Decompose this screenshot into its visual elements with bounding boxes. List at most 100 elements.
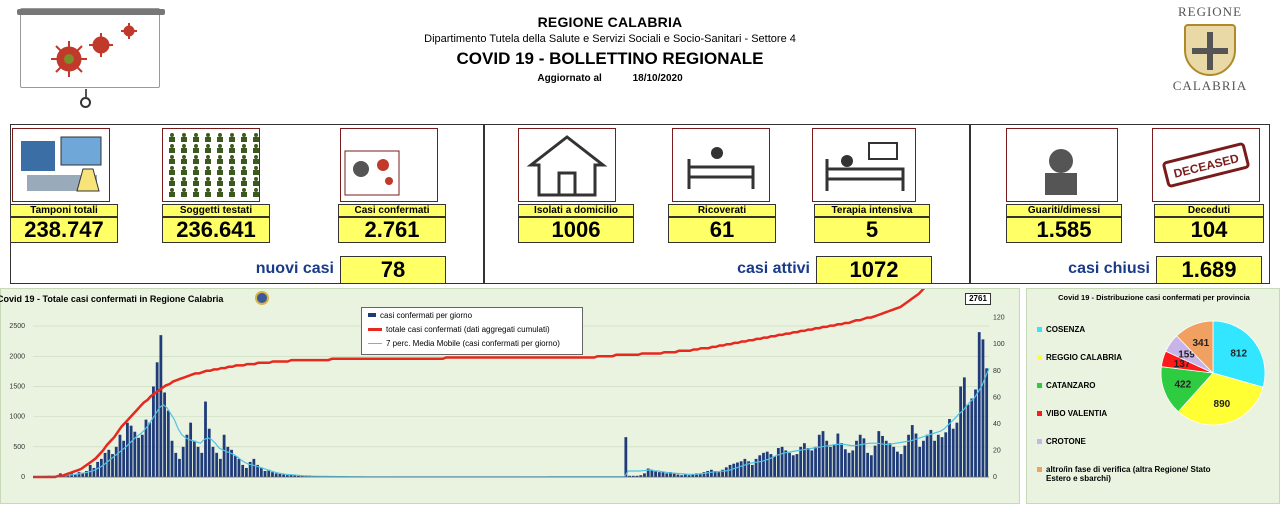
updated-row: Aggiornato al 18/10/2020 (380, 73, 840, 84)
person-icon (205, 177, 211, 186)
daily-bar (885, 441, 888, 477)
person-icon (181, 177, 187, 186)
casi-attivi-label: casi attivi (680, 260, 810, 278)
virus-icon (21, 9, 161, 89)
y-right-tick: 100 (993, 341, 1005, 348)
updated-label: Aggiornato al (537, 73, 601, 84)
daily-bar (918, 447, 921, 477)
daily-bar (167, 411, 170, 477)
daily-bar (119, 435, 122, 477)
pie-chart-panel: Covid 19 - Distribuzione casi confermati… (1026, 288, 1280, 504)
daily-bar (829, 447, 832, 477)
daily-bar (959, 386, 962, 477)
isolati-label: Isolati a domicilio (518, 204, 634, 217)
daily-bar (788, 453, 791, 477)
daily-bar (215, 453, 218, 477)
pie-legend-label: REGGIO CALABRIA (1046, 353, 1122, 362)
pie-legend-swatch (1037, 355, 1042, 360)
daily-bar (107, 450, 110, 477)
person-icon (217, 144, 223, 153)
daily-bar (799, 447, 802, 477)
daily-bar (941, 437, 944, 477)
person-icon (193, 188, 199, 197)
person-icon (169, 177, 175, 186)
legend-moving-avg-text: 7 perc. Media Mobile (casi confermati pe… (386, 339, 560, 348)
daily-bar (743, 459, 746, 477)
daily-bar (896, 452, 899, 477)
daily-bar (643, 473, 646, 477)
daily-bar (152, 386, 155, 477)
person-icon (253, 188, 259, 197)
y-left-tick: 500 (13, 444, 25, 451)
daily-bar (717, 472, 720, 477)
daily-bar (866, 453, 869, 477)
person-icon (241, 188, 247, 197)
recovered-icon (1006, 128, 1118, 202)
pie-legend-swatch (1037, 439, 1042, 444)
pie-legend-label: CROTONE (1046, 437, 1086, 446)
daily-bar (840, 443, 843, 477)
person-icon (205, 133, 211, 142)
person-icon (241, 144, 247, 153)
daily-bar (870, 455, 873, 477)
bulletin-title: COVID 19 - BOLLETTINO REGIONALE (380, 49, 840, 69)
daily-bar (877, 431, 880, 477)
confermati-label: Casi confermati (338, 204, 446, 217)
daily-bar (922, 441, 925, 477)
y-right-tick: 60 (993, 394, 1001, 401)
person-icon (217, 155, 223, 164)
daily-bar (130, 426, 133, 477)
legend-moving-avg: 7 perc. Media Mobile (casi confermati pe… (362, 336, 582, 350)
person-icon (241, 155, 247, 164)
person-icon (253, 144, 259, 153)
pie-legend-item: altro/in fase di verifica (altra Regione… (1037, 465, 1227, 483)
daily-bar (100, 459, 103, 477)
pie-legend-swatch (1037, 383, 1042, 388)
person-icon (193, 133, 199, 142)
legend-moving-avg-swatch (368, 343, 382, 344)
daily-bar (275, 473, 278, 477)
deceased-icon: DECEASED (1152, 128, 1260, 202)
pie-chart-title: Covid 19 - Distribuzione casi confermati… (1051, 293, 1257, 302)
soggetti-label: Soggetti testati (162, 204, 270, 217)
daily-bar (766, 452, 769, 477)
person-icon (169, 133, 175, 142)
person-icon (253, 133, 259, 142)
daily-bar (814, 447, 817, 477)
person-icon (181, 166, 187, 175)
daily-bar (193, 441, 196, 477)
daily-bar (279, 474, 282, 477)
person-icon (181, 144, 187, 153)
person-icon (241, 166, 247, 175)
ricoverati-value: 61 (668, 217, 776, 243)
daily-bar (781, 447, 784, 477)
updated-date: 18/10/2020 (633, 73, 683, 84)
daily-bar (156, 362, 159, 477)
daily-bar (673, 473, 676, 477)
nuovi-casi-value: 78 (340, 256, 446, 284)
person-icon (217, 188, 223, 197)
infected-person-icon (340, 128, 438, 202)
header-text: REGIONE CALABRIA Dipartimento Tutela del… (380, 14, 840, 84)
guariti-value: 1.585 (1006, 217, 1122, 243)
person-icon (241, 133, 247, 142)
person-icon (253, 155, 259, 164)
person-icon (169, 155, 175, 164)
nuovi-casi-label: nuovi casi (200, 260, 334, 278)
daily-bar (822, 431, 825, 477)
daily-bar (178, 459, 181, 477)
person-icon (205, 144, 211, 153)
daily-bar (874, 446, 877, 477)
person-icon (229, 133, 235, 142)
casi-chiusi-value: 1.689 (1156, 256, 1262, 284)
person-icon (217, 166, 223, 175)
daily-bar (758, 455, 761, 477)
person-icon (193, 166, 199, 175)
daily-bar (807, 448, 810, 477)
daily-bar (751, 465, 754, 477)
pie-legend-swatch (1037, 327, 1042, 332)
daily-bar (252, 459, 255, 477)
guariti-label: Guariti/dimessi (1006, 204, 1122, 217)
daily-bar (881, 436, 884, 477)
